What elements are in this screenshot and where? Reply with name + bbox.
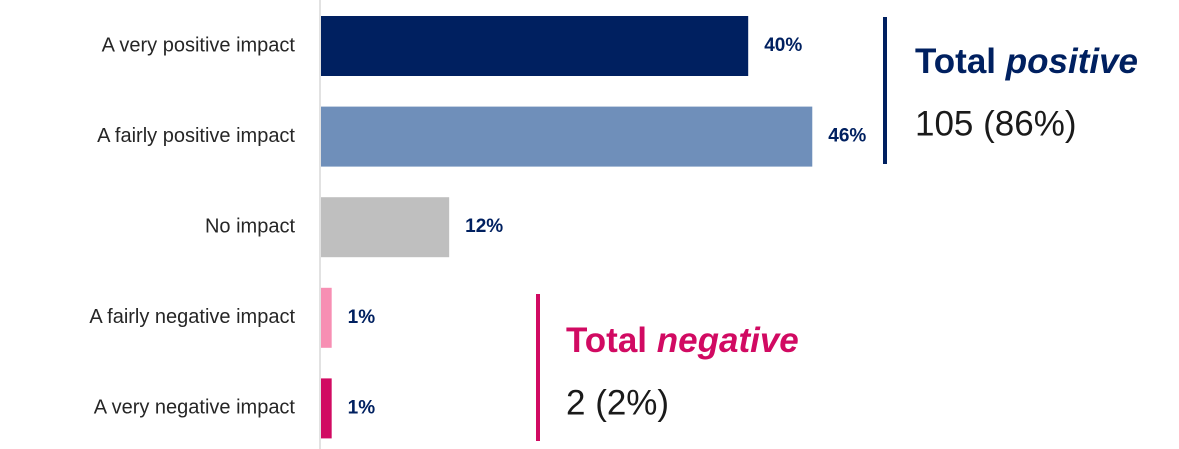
y-tick-label: A very positive impact [102,34,296,56]
annotation-title: Total negative [566,321,799,360]
bar [321,197,450,258]
y-tick-label: A fairly positive impact [97,125,295,147]
bar [321,287,332,348]
value-label: 1% [348,307,376,328]
annotation-detail: 105 (86%) [915,104,1076,143]
annotation-emphasis: positive [1005,42,1138,81]
annotation-detail: 2 (2%) [566,383,669,422]
bar [321,378,332,439]
annotation-title: Total positive [915,42,1138,81]
annotation-emphasis: negative [657,321,799,360]
y-tick-label: A fairly negative impact [89,306,295,328]
annotation-lead: Total [566,321,647,360]
y-tick-label: No impact [205,215,295,237]
bar [321,16,749,76]
value-label: 46% [828,126,866,147]
bar [321,106,813,167]
annotation-lead: Total [915,42,996,81]
y-tick-label: A very negative impact [94,397,296,419]
value-label: 40% [764,35,802,56]
value-label: 12% [465,216,503,237]
value-label: 1% [348,397,376,418]
